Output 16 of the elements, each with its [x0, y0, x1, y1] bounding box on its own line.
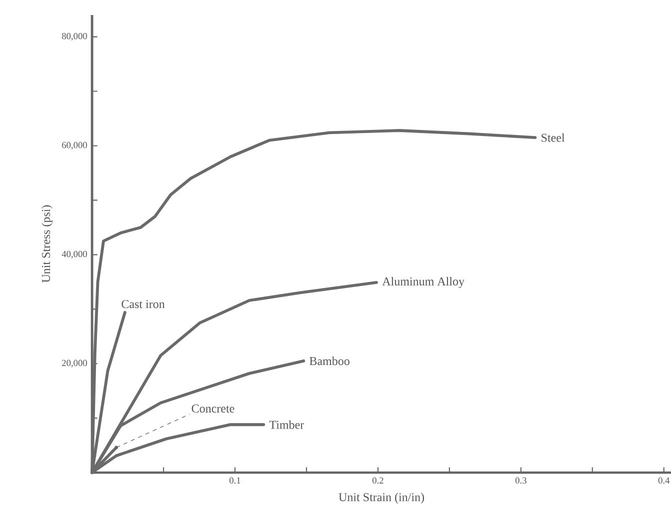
y-tick-label: 60,000 — [62, 142, 87, 150]
x-tick-label: 0.3 — [515, 477, 526, 484]
text: Concrete — [192, 404, 234, 413]
series-label: Bamboo — [310, 356, 350, 366]
series-label: Steel — [542, 134, 565, 142]
y-tick-label: 80,000 — [62, 33, 87, 41]
y-tick-label: 40,000 — [62, 251, 87, 259]
x-axis-title: Unit Strain (in/in) — [338, 492, 424, 504]
series-label: Cast iron — [122, 300, 165, 308]
y-axis-title: Unit Stress (psi) — [42, 206, 52, 283]
x-tick-label: 0.2 — [372, 477, 384, 484]
x-tick-label: 0.1 — [230, 477, 240, 484]
x-tick-label: 0.4 — [658, 477, 670, 484]
series-label: Timber — [269, 420, 304, 430]
series-label: Aluminum Alloy — [382, 277, 464, 288]
y-tick-label: 20,000 — [62, 360, 87, 368]
